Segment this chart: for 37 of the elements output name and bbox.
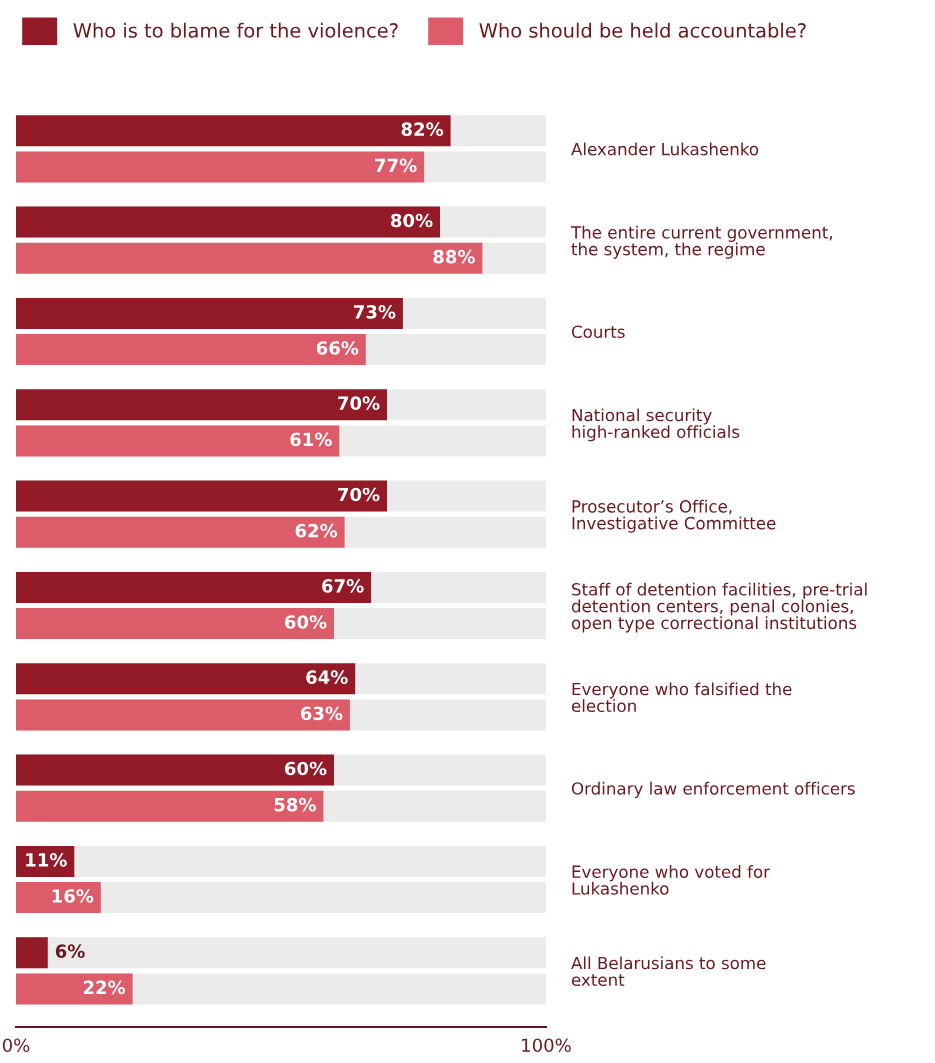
y-tick-label: Ordinary law enforcement officers	[571, 781, 855, 798]
legend-label: Who is to blame for the violence?	[73, 22, 398, 38]
x-tick-label: 0%	[2, 1038, 30, 1053]
data-label: 64%	[306, 670, 348, 684]
data-label: 22%	[83, 980, 126, 995]
y-tick-label: Alexander Lukashenko	[571, 142, 759, 156]
y-tick-label: The entire current government, the system, the regime	[570, 225, 832, 259]
data-label: 70%	[338, 487, 380, 502]
data-label: 16%	[52, 889, 94, 903]
y-tick-label: Prosecutor’s Office, Investigative Committee	[572, 499, 776, 533]
data-label: 58%	[274, 797, 316, 812]
y-tick-label: Staff of detention facilities, pre-trial detention centers, penal colonies, open type correctional institutions	[571, 582, 867, 633]
data-label: 66%	[316, 341, 359, 355]
data-label: 73%	[354, 305, 396, 319]
data-label: 63%	[300, 706, 343, 721]
bar	[16, 973, 133, 1005]
y-tick-label: National security high-ranked officials	[572, 408, 740, 442]
data-label: 60%	[285, 615, 327, 629]
data-label: 88%	[433, 249, 475, 264]
legend-label: Who should be held accountable?	[479, 22, 806, 38]
y-tick-label: All Belarusians to some extent	[571, 956, 766, 987]
data-label: 77%	[375, 158, 417, 173]
x-tick-label: 100%	[522, 1038, 571, 1053]
data-label: 6%	[55, 944, 85, 958]
data-label: 60%	[285, 761, 327, 776]
data-label: 70%	[338, 396, 380, 410]
data-label: 62%	[295, 523, 338, 538]
data-label: 61%	[290, 432, 332, 447]
y-tick-label: Courts	[571, 325, 625, 339]
data-label: 11%	[26, 853, 67, 867]
data-label: 80%	[391, 213, 433, 228]
data-label: 82%	[401, 122, 444, 136]
data-label: 67%	[322, 579, 364, 593]
y-tick-label: Everyone who voted for Lukashenko	[572, 865, 771, 895]
bar	[16, 937, 48, 969]
y-tick-label: Everyone who falsified the election	[571, 682, 792, 713]
bar	[16, 882, 101, 914]
